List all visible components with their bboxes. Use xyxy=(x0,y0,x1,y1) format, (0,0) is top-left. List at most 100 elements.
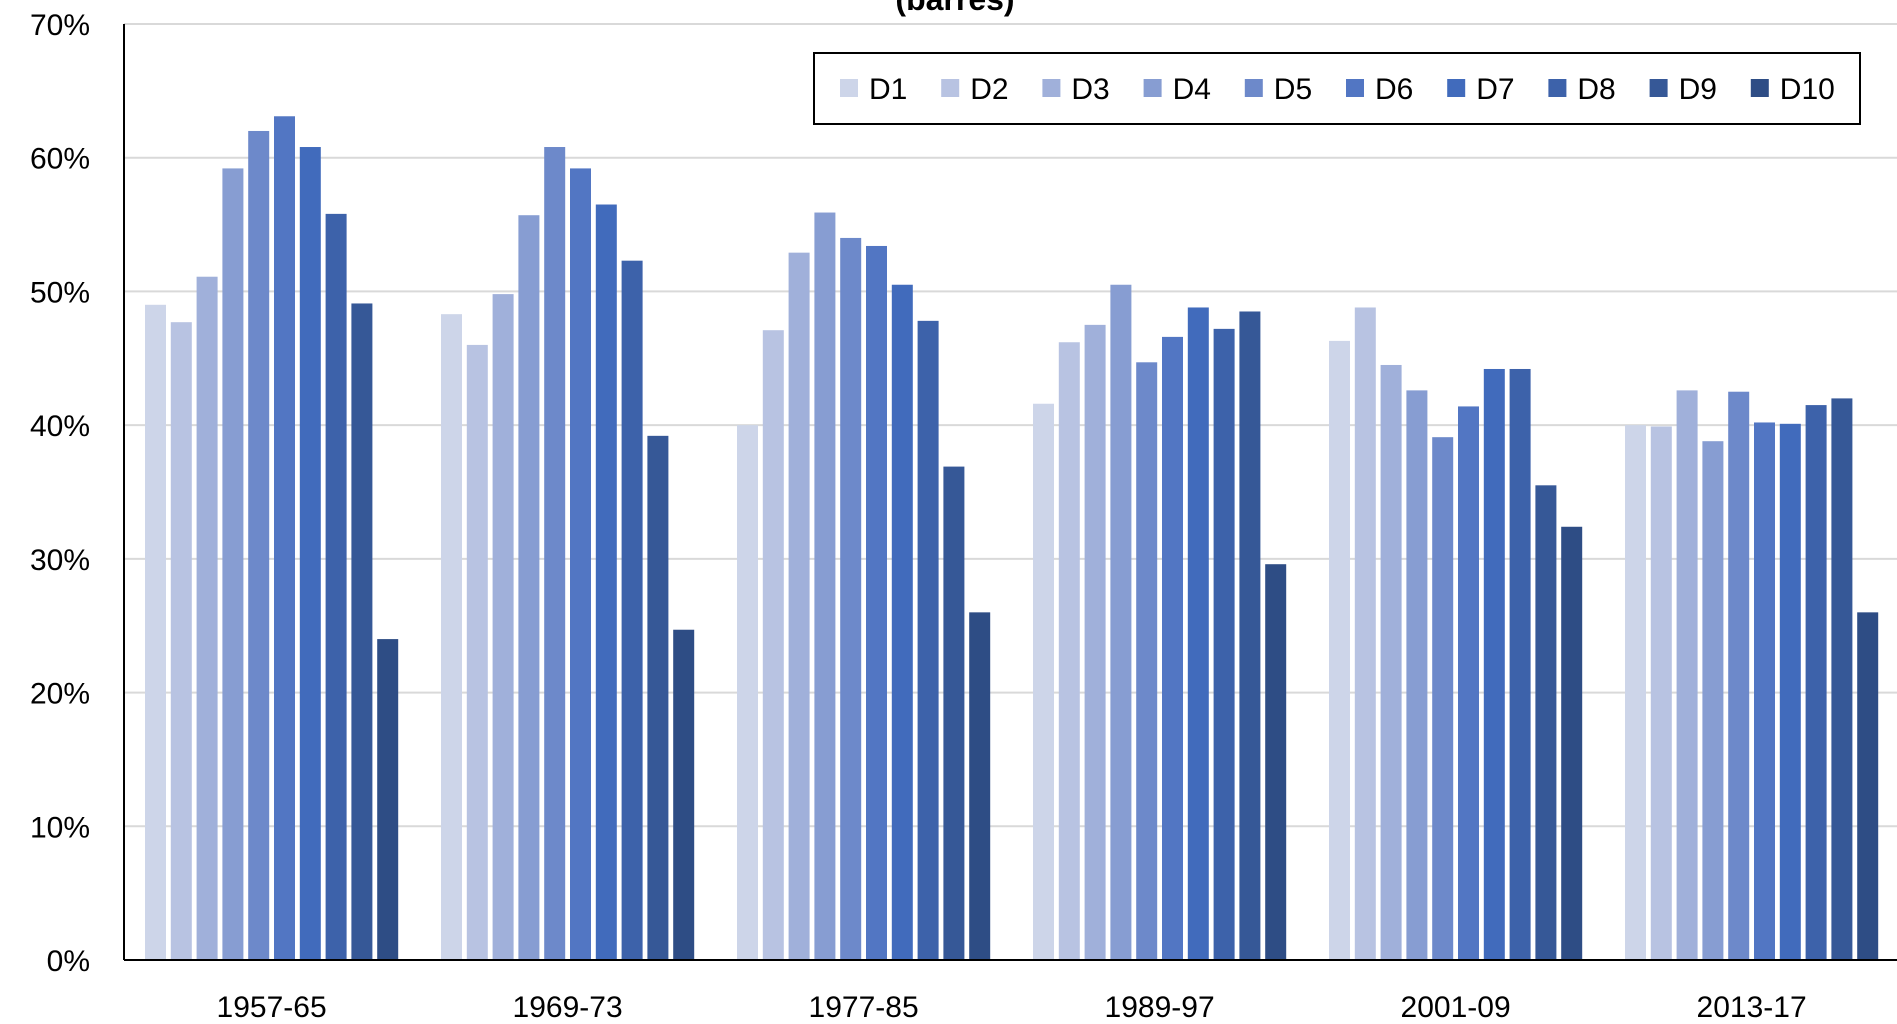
bar-d5-2001-09 xyxy=(1432,437,1454,961)
legend-label-d6: D6 xyxy=(1375,73,1413,106)
bar-d8-2001-09 xyxy=(1509,368,1531,960)
bar-d7-2013-17 xyxy=(1779,423,1801,960)
y-tick-label: 10% xyxy=(30,811,90,844)
bar-d8-2013-17 xyxy=(1805,405,1827,961)
axes xyxy=(123,24,1897,961)
bar-d2-1977-85 xyxy=(762,330,784,961)
x-tick-label: 2013-17 xyxy=(1697,991,1807,1024)
y-tick-label: 40% xyxy=(30,410,90,443)
bar-d5-1957-65 xyxy=(248,130,270,960)
legend-swatch-d10 xyxy=(1750,79,1769,97)
bar-d9-1989-97 xyxy=(1239,311,1261,960)
y-tick-label: 70% xyxy=(30,9,90,42)
bar-d3-1957-65 xyxy=(196,276,218,961)
bar-d10-1957-65 xyxy=(377,639,399,960)
bar-d1-1977-85 xyxy=(737,425,758,961)
bar-d9-2013-17 xyxy=(1831,398,1853,960)
bar-d10-2013-17 xyxy=(1857,612,1879,960)
bar-d9-1977-85 xyxy=(943,466,965,960)
bar-d3-2001-09 xyxy=(1380,364,1402,960)
bar-d5-2013-17 xyxy=(1728,391,1750,960)
bar-d4-2013-17 xyxy=(1702,441,1724,960)
bar-d3-1969-73 xyxy=(492,294,514,960)
y-tick-label: 50% xyxy=(30,276,90,309)
legend-label-d7: D7 xyxy=(1476,73,1514,106)
bar-d6-1977-85 xyxy=(866,245,887,961)
legend-swatch-d2 xyxy=(941,79,960,97)
bar-d4-1957-65 xyxy=(222,168,244,960)
bar-d7-1969-73 xyxy=(595,204,617,960)
bar-d10-1969-73 xyxy=(673,629,695,960)
bar-d8-1989-97 xyxy=(1213,328,1235,961)
bar-d10-2001-09 xyxy=(1561,526,1583,960)
bar-d3-1977-85 xyxy=(788,252,810,960)
bar-d9-2001-09 xyxy=(1535,485,1557,960)
legend-label-d9: D9 xyxy=(1679,73,1717,106)
bar-d6-1969-73 xyxy=(570,168,591,960)
legend-swatch-d9 xyxy=(1649,79,1668,97)
x-tick-label: 1989-97 xyxy=(1105,991,1215,1024)
x-tick-label: 1977-85 xyxy=(809,991,919,1024)
legend-label-d10: D10 xyxy=(1780,73,1835,106)
bar-d1-1969-73 xyxy=(441,314,462,960)
bar-d7-1957-65 xyxy=(299,147,321,960)
legend-box xyxy=(813,52,1861,125)
legend: D1 D2 D3 D4 D5 D6 D7 D8 D9 D10 xyxy=(813,52,1861,125)
bar-d10-1977-85 xyxy=(969,612,991,960)
bar-d2-1957-65 xyxy=(170,322,192,960)
bar-d6-1957-65 xyxy=(274,116,295,960)
legend-swatch-d8 xyxy=(1548,79,1567,97)
legend-swatch-d1 xyxy=(840,79,858,97)
bar-d7-1989-97 xyxy=(1187,307,1209,961)
bar-d8-1957-65 xyxy=(325,213,347,961)
bar-d2-1969-73 xyxy=(466,344,488,960)
bar-d4-1977-85 xyxy=(814,212,836,961)
legend-swatch-d5 xyxy=(1244,79,1263,97)
bar-d8-1977-85 xyxy=(917,320,939,960)
bar-d1-2013-17 xyxy=(1625,425,1646,961)
legend-label-d1: D1 xyxy=(869,73,907,106)
legend-items: D1 D2 D3 D4 D5 D6 D7 D8 D9 D10 xyxy=(840,73,1835,106)
bar-d4-2001-09 xyxy=(1406,390,1428,960)
y-tick-label: 30% xyxy=(30,544,90,577)
y-tick-label: 20% xyxy=(30,678,90,711)
legend-label-d2: D2 xyxy=(970,73,1008,106)
x-tick-label: 1957-65 xyxy=(217,991,327,1024)
legend-label-d8: D8 xyxy=(1577,73,1615,106)
bar-d4-1989-97 xyxy=(1110,284,1132,960)
bar-d1-1989-97 xyxy=(1033,403,1054,961)
bar-d7-1977-85 xyxy=(891,284,913,960)
chart-title: (barres) xyxy=(895,0,1014,17)
x-tick-labels: 1957-65 1969-73 1977-85 1989-97 2001-09 2013-… xyxy=(217,991,1807,1024)
bar-d1-1957-65 xyxy=(145,304,166,960)
legend-swatch-d3 xyxy=(1042,79,1061,97)
x-tick-label: 1969-73 xyxy=(513,991,623,1024)
bar-d6-2013-17 xyxy=(1754,422,1775,960)
bar-d3-1989-97 xyxy=(1084,324,1106,960)
bar-d2-2013-17 xyxy=(1650,426,1672,961)
bar-d5-1989-97 xyxy=(1136,362,1158,961)
bar-d9-1957-65 xyxy=(351,303,373,960)
bar-d10-1989-97 xyxy=(1265,564,1287,960)
legend-swatch-d6 xyxy=(1346,79,1364,97)
bar-d3-2013-17 xyxy=(1676,390,1698,960)
legend-label-d3: D3 xyxy=(1071,73,1109,106)
bars xyxy=(145,116,1879,961)
bar-d7-2001-09 xyxy=(1483,368,1505,960)
legend-swatch-d7 xyxy=(1447,79,1466,97)
legend-swatch-d4 xyxy=(1143,79,1162,97)
bar-d1-2001-09 xyxy=(1329,340,1350,961)
bar-d4-1969-73 xyxy=(518,215,540,960)
bar-d8-1969-73 xyxy=(621,260,643,960)
x-tick-label: 2001-09 xyxy=(1401,991,1511,1024)
y-tick-label: 60% xyxy=(30,143,90,176)
bar-d5-1969-73 xyxy=(544,147,566,960)
legend-label-d4: D4 xyxy=(1173,73,1211,106)
y-tick-labels: 0% 10% 20% 30% 40% 50% 60% 70% xyxy=(30,9,90,978)
bar-d5-1977-85 xyxy=(840,237,862,960)
bar-d2-2001-09 xyxy=(1354,307,1376,961)
bar-d2-1989-97 xyxy=(1058,342,1080,960)
y-tick-label: 0% xyxy=(47,945,90,978)
bar-d9-1969-73 xyxy=(647,435,669,961)
